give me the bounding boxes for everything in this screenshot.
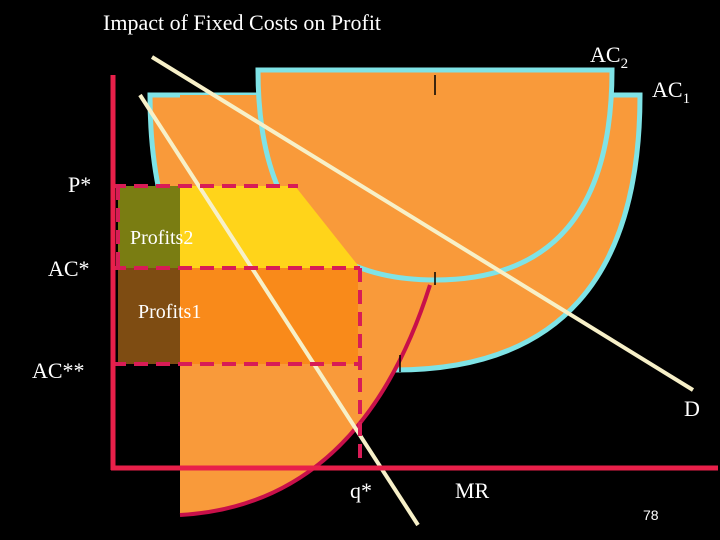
ac2-label-main: AC [590, 42, 621, 67]
mr-label: MR [455, 478, 490, 503]
profits1-region [180, 268, 358, 364]
demand-label: D [684, 396, 700, 421]
profits2-region [180, 186, 360, 268]
profits1-dark-region [118, 268, 180, 364]
page-number: 78 [643, 507, 659, 523]
demand-line [150, 55, 695, 392]
profits1-label: Profits1 [138, 301, 201, 323]
diagram-title: Impact of Fixed Costs on Profit [103, 10, 381, 35]
ac1-label-sub: 1 [683, 91, 691, 107]
q-star-label: q* [350, 478, 372, 503]
mr-curve [179, 284, 432, 517]
profits2-label: Profits2 [130, 227, 193, 249]
profits2-dark-region [118, 186, 180, 268]
p-star-label: P* [68, 172, 91, 197]
mr-line [138, 93, 420, 527]
ac1-label-main: AC [652, 77, 683, 102]
ac-star-star-label: AC** [32, 358, 85, 383]
ac2-label-sub: 2 [621, 56, 629, 72]
ac1-label: AC1 [652, 77, 690, 107]
ac-star-label: AC* [48, 256, 90, 281]
ac2-label: AC2 [590, 42, 628, 72]
